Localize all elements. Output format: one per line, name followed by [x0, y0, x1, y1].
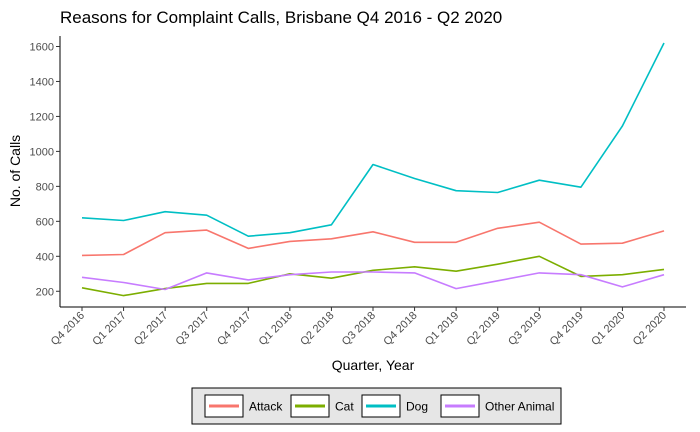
x-tick-label: Q2 2019 — [465, 310, 503, 348]
x-tick-label: Q3 2019 — [506, 310, 544, 348]
legend: Attack Cat Dog Other Animal — [191, 387, 562, 425]
series-line-cat — [81, 255, 665, 297]
x-tick-label: Q2 2018 — [298, 310, 336, 348]
y-tick-label: 1400 — [30, 76, 54, 88]
x-tick-label: Q2 2020 — [631, 310, 669, 348]
x-tick-label: Q3 2018 — [340, 310, 378, 348]
y-axis-ticks: 200 400 600 800 1000 1200 1400 1600 — [30, 41, 60, 298]
x-tick-label: Q1 2017 — [90, 310, 128, 348]
legend-item-attack: Attack — [204, 394, 283, 418]
series-line-other-animal — [81, 271, 665, 291]
x-axis-ticks: Q4 2016 Q1 2017 Q2 2017 Q3 2017 Q4 2017 Q1 20… — [49, 307, 669, 348]
series-line-dog — [81, 42, 665, 237]
y-tick-label: 400 — [36, 251, 54, 263]
y-axis-title: No. of Calls — [7, 135, 23, 207]
x-tick-label: Q1 2018 — [257, 310, 295, 348]
legend-label: Other Animal — [485, 400, 554, 414]
y-tick-label: 1000 — [30, 146, 54, 158]
y-tick-label: 800 — [36, 181, 54, 193]
y-tick-label: 1600 — [30, 41, 54, 53]
x-axis-title: Quarter, Year — [332, 357, 415, 373]
series-lines — [81, 42, 665, 297]
x-tick-label: Q1 2019 — [423, 310, 461, 348]
x-tick-label: Q2 2017 — [132, 310, 170, 348]
x-tick-label: Q4 2019 — [548, 310, 586, 348]
y-tick-label: 600 — [36, 216, 54, 228]
chart-title: Reasons for Complaint Calls, Brisbane Q4… — [60, 8, 502, 27]
x-tick-label: Q1 2020 — [589, 310, 627, 348]
x-tick-label: Q4 2016 — [49, 310, 87, 348]
legend-item-dog: Dog — [361, 394, 428, 418]
y-tick-label: 1200 — [30, 111, 54, 123]
y-tick-label: 200 — [36, 286, 54, 298]
x-tick-label: Q3 2017 — [174, 310, 212, 348]
series-line-attack — [81, 221, 665, 257]
x-tick-label: Q4 2017 — [215, 310, 253, 348]
x-tick-label: Q4 2018 — [381, 310, 419, 348]
legend-item-cat: Cat — [290, 394, 354, 418]
legend-label: Cat — [335, 400, 354, 414]
legend-label: Attack — [249, 400, 283, 414]
legend-label: Dog — [406, 400, 428, 414]
legend-item-other-animal: Other Animal — [440, 394, 554, 418]
